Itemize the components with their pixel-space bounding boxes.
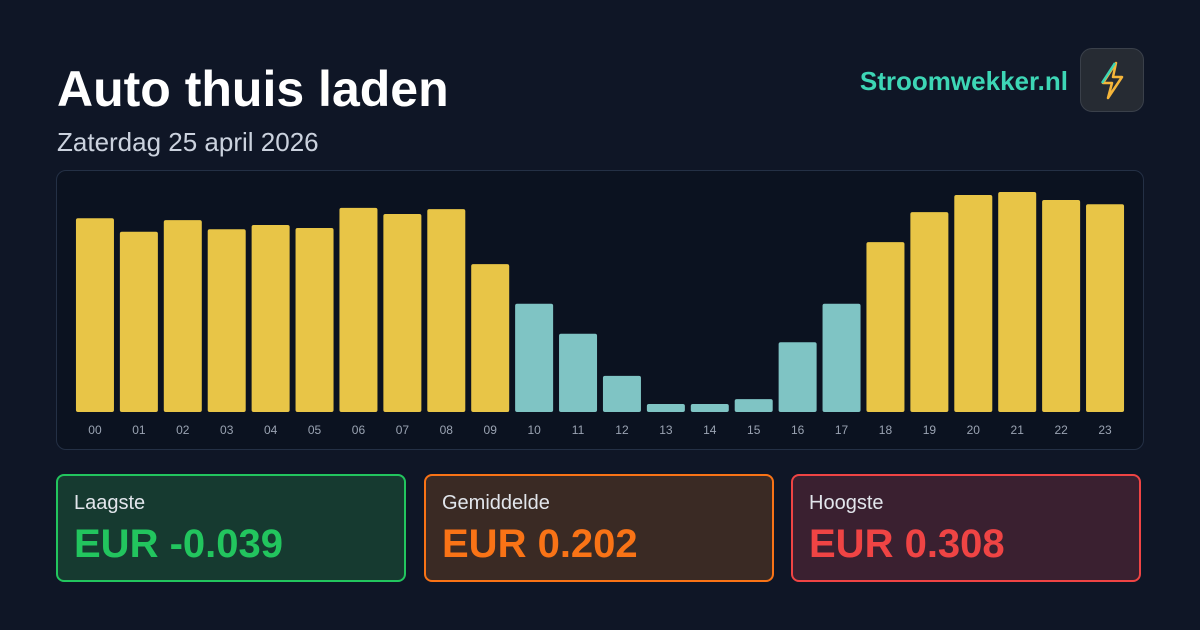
bar (778, 342, 817, 412)
x-tick-label: 04 (264, 423, 278, 437)
x-tick-label: 06 (352, 423, 366, 437)
x-tick-label: 01 (132, 423, 146, 437)
bar (1086, 204, 1125, 412)
bar (163, 220, 202, 412)
x-tick-label: 09 (484, 423, 498, 437)
bar (602, 375, 641, 412)
bar (734, 399, 773, 412)
x-tick-label: 03 (220, 423, 234, 437)
bar (251, 224, 290, 412)
bar (559, 333, 598, 412)
brand: Stroomwekker.nl (859, 66, 1068, 96)
title: Auto thuis laden (57, 61, 449, 117)
x-tick-label: 15 (747, 423, 761, 437)
bar (471, 264, 510, 412)
x-tick-label: 14 (703, 423, 717, 437)
card-value: EUR 0.308 (809, 522, 1005, 566)
logo-icon (1100, 61, 1124, 100)
bar (515, 303, 554, 412)
card-avg: Gemiddelde EUR 0.202 (424, 474, 774, 582)
bar (866, 242, 905, 412)
subtitle: Zaterdag 25 april 2026 (57, 127, 319, 157)
bar (295, 228, 334, 412)
x-tick-label: 05 (308, 423, 322, 437)
card-high: Hoogste EUR 0.308 (791, 474, 1141, 582)
x-tick-label: 13 (659, 423, 673, 437)
card-label: Hoogste (809, 492, 884, 514)
bar (690, 404, 729, 412)
x-tick-label: 12 (615, 423, 629, 437)
x-tick-label: 10 (527, 423, 541, 437)
x-tick-label: 16 (791, 423, 805, 437)
logo (1080, 48, 1144, 112)
bar (427, 209, 466, 412)
bar (646, 404, 685, 412)
x-tick-label: 21 (1011, 423, 1025, 437)
card-label: Gemiddelde (442, 492, 550, 514)
bar (822, 303, 861, 412)
x-tick-label: 08 (440, 423, 454, 437)
card-low: Laagste EUR -0.039 (56, 474, 406, 582)
bar (383, 213, 422, 412)
bar (339, 207, 378, 412)
bar (910, 212, 949, 412)
x-tick-label: 11 (572, 423, 585, 437)
bar (75, 218, 114, 412)
x-tick-label: 17 (835, 423, 849, 437)
bar (207, 229, 246, 412)
bar (119, 231, 158, 412)
x-tick-label: 07 (396, 423, 410, 437)
x-tick-label: 02 (176, 423, 190, 437)
card-value: EUR -0.039 (74, 522, 283, 566)
x-tick-label: 19 (923, 423, 937, 437)
bar (954, 195, 993, 412)
card-value: EUR 0.202 (442, 522, 638, 566)
bar (1042, 199, 1081, 412)
bar (998, 192, 1037, 412)
card-label: Laagste (74, 492, 146, 514)
x-tick-label: 20 (967, 423, 981, 437)
x-tick-label: 00 (88, 423, 102, 437)
x-tick-label: 18 (879, 423, 893, 437)
x-tick-label: 22 (1054, 423, 1068, 437)
x-tick-label: 23 (1098, 423, 1112, 437)
